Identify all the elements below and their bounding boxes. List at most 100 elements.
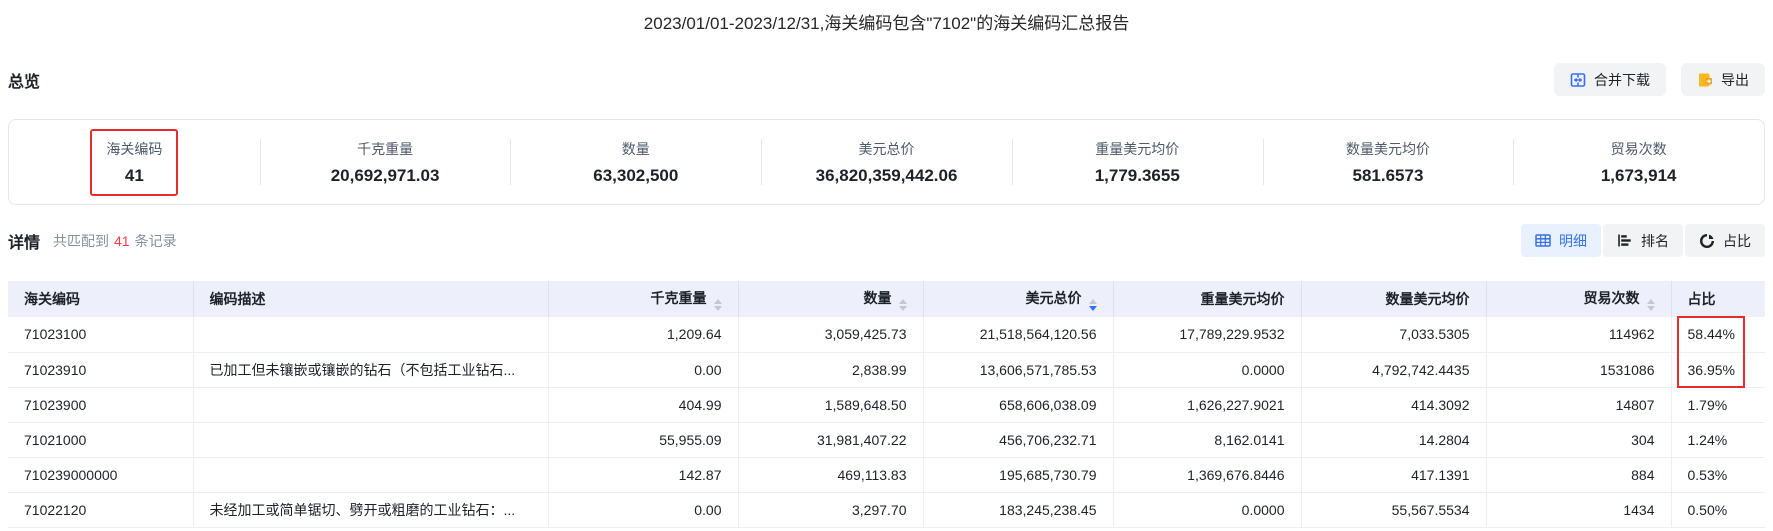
stat-inner: 数量 63,302,500 xyxy=(579,131,692,194)
table-row: 71023910 已加工但未镶嵌或镶嵌的钻石（不包括工业钻石... 0.00 2,83… xyxy=(8,352,1765,388)
column-header[interactable]: 美元总价 xyxy=(922,281,1113,317)
table-row: 71023900 404.99 1,589,648.50 658,606,038.09… xyxy=(8,387,1765,423)
table-cell: 36.95% xyxy=(1670,352,1765,388)
view-tab-ranking[interactable]: 排名 xyxy=(1603,224,1683,257)
table-cell xyxy=(192,457,548,493)
match-count: 41 xyxy=(114,232,130,249)
table-cell: 1.24% xyxy=(1670,422,1765,458)
table-cell xyxy=(192,387,548,423)
column-header[interactable]: 数量 xyxy=(737,281,923,317)
stat-inner: 重量美元均价 1,779.3655 xyxy=(1081,131,1194,194)
column-label: 编码描述 xyxy=(209,291,266,307)
table-header-row: 海关编码 编码描述 千克重量 数量 美元总价 重量美元均价 数量美元均价 贸易次数 占比 xyxy=(8,281,1765,317)
overview-actions: 合并下载 导出 xyxy=(1554,63,1765,96)
view-tab-detail[interactable]: 明细 xyxy=(1521,224,1601,257)
sort-icons xyxy=(1088,298,1097,311)
table-cell: 195,685,730.79 xyxy=(922,457,1113,493)
table-cell: 1.79% xyxy=(1670,387,1765,423)
stat-card: 数量 63,302,500 xyxy=(510,120,761,204)
sort-desc-icon xyxy=(898,305,907,311)
sort-desc-icon xyxy=(713,305,722,311)
stat-value: 1,779.3655 xyxy=(1094,165,1180,185)
table-body: 71023100 1,209.64 3,059,425.73 21,518,564,1… xyxy=(8,317,1765,528)
table-cell: 71023900 xyxy=(8,387,193,423)
table-cell xyxy=(192,317,548,353)
sort-asc-icon xyxy=(1088,298,1097,304)
view-tab-label: 占比 xyxy=(1723,232,1751,249)
overview-heading: 总览 xyxy=(8,73,41,91)
column-label: 数量美元均价 xyxy=(1385,291,1470,307)
table-cell: 0.00 xyxy=(547,352,738,388)
ranking-icon xyxy=(1618,234,1631,247)
table-cell: 71022120 xyxy=(8,492,193,528)
sort-desc-icon xyxy=(1088,305,1097,311)
table-cell: 114962 xyxy=(1485,317,1671,353)
table-cell: 71023910 xyxy=(8,352,193,388)
sort-icons xyxy=(898,298,907,311)
stat-label: 贸易次数 xyxy=(1610,140,1667,157)
export-icon xyxy=(1699,73,1712,86)
table-cell: 456,706,232.71 xyxy=(922,422,1113,458)
table-cell: 710239000000 xyxy=(8,457,193,493)
table-icon xyxy=(1535,234,1551,247)
table-cell: 71023100 xyxy=(8,317,193,353)
table-cell: 未经加工或简单锯切、劈开或粗磨的工业钻石：... xyxy=(192,492,548,528)
view-switcher: 明细 排名 占比 xyxy=(1521,224,1765,257)
stat-value: 1,673,914 xyxy=(1600,165,1677,185)
merge-download-icon xyxy=(1570,72,1586,87)
detail-table: 海关编码 编码描述 千克重量 数量 美元总价 重量美元均价 数量美元均价 贸易次数 占比 710… xyxy=(8,281,1765,528)
column-header[interactable]: 千克重量 xyxy=(547,281,738,317)
table-cell: 71021000 xyxy=(8,422,193,458)
column-header: 占比 xyxy=(1670,281,1765,317)
table-cell: 55,955.09 xyxy=(547,422,738,458)
stat-inner: 贸易次数 1,673,914 xyxy=(1587,131,1691,194)
column-label: 重量美元均价 xyxy=(1200,291,1285,307)
table-cell: 884 xyxy=(1485,457,1671,493)
table-cell: 55,567.5534 xyxy=(1300,492,1486,528)
table-cell: 304 xyxy=(1485,422,1671,458)
column-label: 数量 xyxy=(863,289,892,306)
table-cell: 0.50% xyxy=(1670,492,1765,528)
stat-label: 美元总价 xyxy=(858,140,915,157)
column-header[interactable]: 贸易次数 xyxy=(1485,281,1671,317)
stat-label: 千克重量 xyxy=(357,140,414,157)
export-button[interactable]: 导出 xyxy=(1681,63,1765,96)
table-cell: 17,789,229.9532 xyxy=(1112,317,1301,353)
sort-asc-icon xyxy=(713,298,722,304)
table-row: 71023100 1,209.64 3,059,425.73 21,518,564,1… xyxy=(8,317,1765,353)
table-cell: 1,589,648.50 xyxy=(737,387,923,423)
stat-card: 美元总价 36,820,359,442.06 xyxy=(761,120,1012,204)
table-cell: 469,113.83 xyxy=(737,457,923,493)
column-header: 数量美元均价 xyxy=(1300,281,1486,317)
overview-header: 总览 合并下载 导出 xyxy=(8,63,1765,96)
stat-label: 重量美元均价 xyxy=(1095,140,1180,157)
pie-chart-icon xyxy=(1700,233,1714,248)
table-cell: 404.99 xyxy=(547,387,738,423)
table-cell xyxy=(192,422,548,458)
stat-inner: 千克重量 20,692,971.03 xyxy=(317,131,454,194)
report-title: 2023/01/01-2023/12/31,海关编码包含"7102"的海关编码汇… xyxy=(643,14,1130,33)
table-cell: 14807 xyxy=(1485,387,1671,423)
sort-asc-icon xyxy=(1646,298,1655,304)
column-label: 千克重量 xyxy=(650,289,707,306)
table-cell: 0.0000 xyxy=(1112,492,1301,528)
table-cell: 1,626,227.9021 xyxy=(1112,387,1301,423)
overview-stats-card: 海关编码 41 千克重量 20,692,971.03 数量 63,302,500 美元总价 3… xyxy=(8,119,1765,205)
table-cell: 已加工但未镶嵌或镶嵌的钻石（不包括工业钻石... xyxy=(192,352,548,388)
stat-value: 63,302,500 xyxy=(593,165,679,185)
stat-highlight-box: 海关编码 41 xyxy=(90,128,179,196)
table-cell: 8,162.0141 xyxy=(1112,422,1301,458)
column-header: 海关编码 xyxy=(8,281,193,317)
detail-header: 详情 共匹配到 41 条记录 明细 排名 xyxy=(8,224,1765,257)
export-label: 导出 xyxy=(1721,71,1749,88)
stat-value: 20,692,971.03 xyxy=(330,165,440,185)
table-cell: 2,838.99 xyxy=(737,352,923,388)
table-cell: 21,518,564,120.56 xyxy=(922,317,1113,353)
stat-value: 36,820,359,442.06 xyxy=(815,165,958,185)
table-cell: 142.87 xyxy=(547,457,738,493)
sort-asc-icon xyxy=(898,298,907,304)
table-row: 71022120 未经加工或简单锯切、劈开或粗磨的工业钻石：... 0.00 3,29… xyxy=(8,492,1765,528)
table-cell: 0.53% xyxy=(1670,457,1765,493)
view-tab-ratio[interactable]: 占比 xyxy=(1685,224,1765,257)
merge-download-button[interactable]: 合并下载 xyxy=(1554,63,1666,96)
